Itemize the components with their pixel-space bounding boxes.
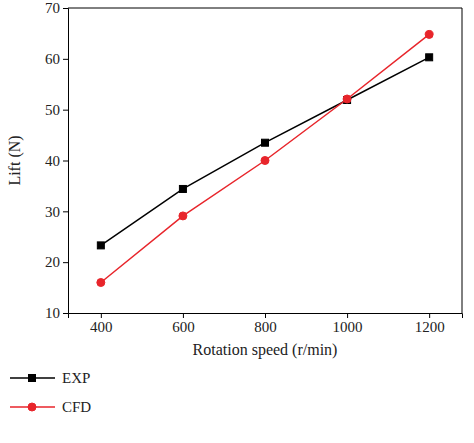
y-tick-mark <box>63 313 68 314</box>
y-tick-mark <box>63 110 68 111</box>
legend-marker <box>28 403 36 411</box>
legend-label: EXP <box>62 370 90 386</box>
marks <box>97 30 433 286</box>
x-tick-label: 600 <box>172 319 195 335</box>
y-tick: 10 <box>45 305 68 321</box>
y-tick: 70 <box>45 0 68 16</box>
x-tick: 1000 <box>333 313 363 335</box>
x-axis-line <box>69 314 463 319</box>
point <box>97 242 104 249</box>
point <box>262 139 269 146</box>
plot: 400 600 800 1000 1200 10 20 30 40 50 60 70 <box>45 0 463 334</box>
y-tick-label: 20 <box>45 254 60 270</box>
point <box>426 54 433 61</box>
y-tick-mark <box>63 8 68 9</box>
y-tick-mark <box>63 262 68 263</box>
y-tick: 50 <box>45 102 68 118</box>
point <box>179 185 186 192</box>
y-tick: 30 <box>45 204 68 220</box>
y-tick-mark <box>63 161 68 162</box>
x-tick-label: 1000 <box>333 319 363 335</box>
x-tick-mark <box>183 313 184 318</box>
y-tick-mark <box>63 59 68 60</box>
legend-label: CFD <box>62 399 91 415</box>
y-tick-label: 60 <box>45 51 60 67</box>
point <box>179 212 187 220</box>
point <box>343 95 351 103</box>
legend: EXP CFD <box>10 370 91 415</box>
series-line <box>101 57 429 245</box>
legend-marker <box>29 375 36 382</box>
point <box>425 30 433 38</box>
frame <box>68 8 462 9</box>
y-tick-label: 40 <box>45 153 60 169</box>
x-tick-label: 800 <box>254 319 277 335</box>
x-axis-title: Rotation speed (r/min) <box>193 341 338 359</box>
y-tick: 20 <box>45 254 68 270</box>
x-tick-mark <box>101 313 102 318</box>
x-tick: 600 <box>172 313 195 335</box>
y-axis-title: Lift (N) <box>6 135 24 185</box>
y-tick-label: 50 <box>45 102 60 118</box>
series-line <box>101 34 429 282</box>
y-tick: 40 <box>45 153 68 169</box>
x-tick-mark <box>347 313 348 318</box>
y-tick-mark <box>63 211 68 212</box>
y-tick-label: 10 <box>45 305 60 321</box>
frame <box>462 8 463 313</box>
x-axis: 400 600 800 1000 1200 <box>69 313 463 335</box>
point <box>261 157 269 165</box>
y-axis-line <box>63 9 69 314</box>
y-axis: 10 20 30 40 50 60 70 <box>45 0 69 321</box>
point <box>97 279 105 287</box>
y-tick-label: 30 <box>45 204 60 220</box>
x-tick-mark <box>265 313 266 318</box>
x-tick: 400 <box>90 313 113 335</box>
x-tick-label: 1200 <box>415 319 445 335</box>
chart: 400 600 800 1000 1200 10 20 30 40 50 60 70 Rotation … <box>0 0 474 443</box>
x-tick-mark <box>429 313 430 318</box>
y-tick-label: 70 <box>45 0 60 16</box>
x-tick: 800 <box>254 313 277 335</box>
x-tick: 1200 <box>415 313 445 335</box>
x-tick-label: 400 <box>90 319 113 335</box>
y-tick: 60 <box>45 51 68 67</box>
